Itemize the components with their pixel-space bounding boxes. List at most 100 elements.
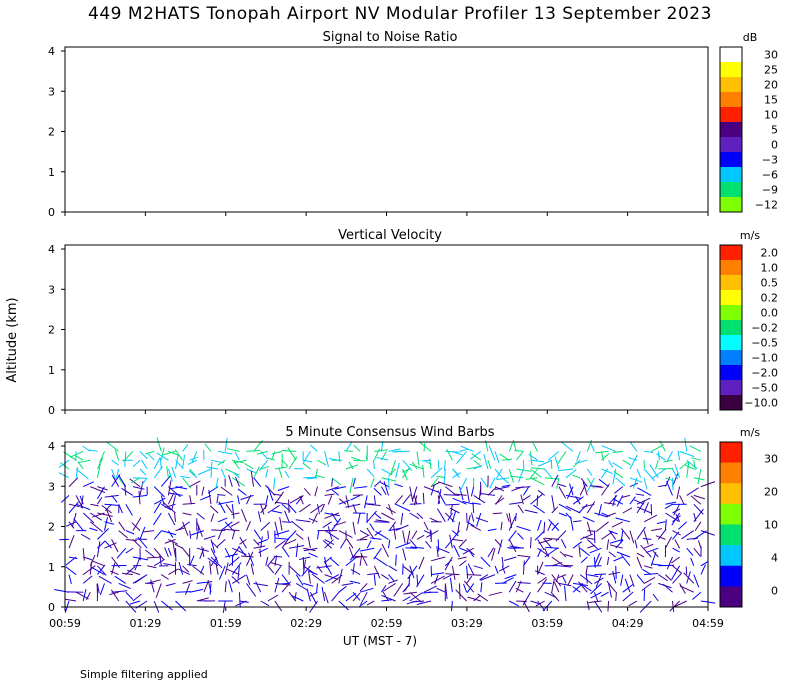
y-tick-label: 4 — [48, 45, 55, 58]
colorbar-swatch — [720, 586, 742, 608]
colorbar-tick-label: 2.0 — [761, 247, 779, 260]
colorbar-swatch — [720, 122, 742, 138]
colorbar-swatch — [720, 92, 742, 108]
panel-title-vertical-velocity: Vertical Velocity — [338, 228, 442, 243]
colorbar-swatch — [720, 524, 742, 546]
colorbar-tick-label: 0.2 — [761, 292, 779, 305]
colorbar-swatch — [720, 503, 742, 525]
x-tick-label: 02:59 — [371, 617, 403, 630]
y-tick-label: 0 — [48, 601, 55, 614]
colorbar-swatch — [720, 152, 742, 168]
y-tick-label: 2 — [48, 521, 55, 534]
colorbar-tick-label: 15 — [764, 94, 778, 107]
x-tick-label: 04:59 — [692, 617, 724, 630]
colorbar-tick-label: 10 — [764, 109, 778, 122]
colorbar-tick-label: 1.0 — [761, 262, 779, 275]
colorbar-tick-label: 30 — [764, 453, 778, 466]
colorbar-tick-label: 20 — [764, 79, 778, 92]
colorbar-tick-label: −10.0 — [744, 397, 778, 410]
colorbar-tick-label: 25 — [764, 64, 778, 77]
colorbar-tick-label: 0.5 — [761, 277, 779, 290]
colorbar-1: 2.0 1.0 0.5 0.2 0.0 −0.2 −0.5 −1.0 −2.0 −5.0 −10.0… — [719, 229, 779, 411]
colorbar-frame — [719, 244, 743, 411]
panel-title-wind-barbs: 5 Minute Consensus Wind Barbs — [285, 425, 495, 440]
main-title: 449 M2HATS Tonopah Airport NV Modular Pr… — [88, 4, 712, 24]
colorbar-tick-label: −9 — [762, 184, 778, 197]
colorbar-tick-label: −1.0 — [751, 352, 778, 365]
colorbar-tick-label: 4 — [771, 552, 778, 565]
colorbar-tick-label: 20 — [764, 486, 778, 499]
colorbar-swatch — [720, 137, 742, 153]
colorbar-swatch — [720, 290, 742, 306]
colorbar-swatch — [720, 483, 742, 505]
x-axis-label: UT (MST - 7) — [342, 634, 418, 648]
colorbar-tick-label: −12 — [755, 199, 778, 212]
x-tick-label: 04:29 — [612, 617, 644, 630]
colorbar-tick-label: −5.0 — [751, 382, 778, 395]
colorbar-unit: m/s — [740, 426, 760, 439]
colorbar-swatch — [720, 305, 742, 321]
colorbar-swatch — [720, 320, 742, 336]
colorbar-swatch — [720, 47, 742, 63]
colorbar-tick-label: 5 — [771, 124, 778, 137]
colorbar-tick-label: 0 — [771, 139, 778, 152]
x-tick-label: 03:59 — [531, 617, 563, 630]
x-tick-label: 03:29 — [451, 617, 483, 630]
colorbar-frame — [719, 46, 743, 213]
colorbar-swatch — [720, 462, 742, 484]
colorbar-swatch — [720, 442, 742, 463]
colorbar-swatch — [720, 62, 742, 78]
colorbar-swatch — [720, 167, 742, 183]
x-tick-label: 02:29 — [290, 617, 322, 630]
wind-barbs — [54, 437, 716, 614]
colorbar-tick-label: −6 — [762, 169, 778, 182]
colorbar-swatch — [720, 380, 742, 396]
plot-frame-0 — [64, 46, 709, 213]
colorbar-swatch — [720, 365, 742, 381]
footnote: Simple filtering applied — [80, 668, 208, 681]
y-tick-label: 4 — [48, 440, 55, 453]
colorbar-swatch — [720, 275, 742, 291]
colorbar-tick-label: 0.0 — [761, 307, 779, 320]
colorbar-swatch — [720, 565, 742, 587]
colorbar-tick-label: −2.0 — [751, 367, 778, 380]
y-tick-label: 0 — [48, 206, 55, 219]
plot-frame-1 — [64, 244, 709, 411]
colorbar-swatch — [720, 77, 742, 93]
colorbar-0: 30 25 20 15 10 5 0 −3 −6 −9 −12 dB — [719, 31, 778, 213]
colorbar-tick-label: −0.2 — [751, 322, 778, 335]
x-tick-label: 00:59 — [49, 617, 81, 630]
y-tick-label: 2 — [48, 324, 55, 337]
colorbar-unit: dB — [743, 31, 758, 44]
colorbar-swatch — [720, 545, 742, 567]
colorbar-swatch — [720, 260, 742, 276]
colorbar-frame — [719, 441, 743, 608]
colorbar-tick-label: 30 — [764, 49, 778, 62]
y-tick-label: 1 — [48, 166, 55, 179]
x-tick-label: 01:59 — [210, 617, 242, 630]
colorbar-swatch — [720, 107, 742, 123]
panel-title-snr: Signal to Noise Ratio — [322, 30, 458, 45]
colorbar-tick-label: −3 — [762, 154, 778, 167]
colorbar-swatch — [720, 197, 742, 213]
x-tick-label: 01:29 — [130, 617, 162, 630]
colorbar-tick-label: 10 — [764, 519, 778, 532]
colorbar-tick-label: 0 — [771, 585, 778, 598]
y-tick-label: 1 — [48, 561, 55, 574]
y-tick-label: 4 — [48, 243, 55, 256]
colorbar-swatch — [720, 182, 742, 198]
y-tick-label: 1 — [48, 364, 55, 377]
colorbar-swatch — [720, 335, 742, 351]
colorbar-swatch — [720, 395, 742, 411]
y-tick-label: 0 — [48, 404, 55, 417]
colorbar-2: 30 20 10 4 0 m/s — [719, 426, 778, 608]
y-tick-label: 3 — [48, 85, 55, 98]
colorbar-unit: m/s — [740, 229, 760, 242]
y-tick-label: 3 — [48, 283, 55, 296]
colorbar-swatch — [720, 350, 742, 366]
colorbar-tick-label: −0.5 — [751, 337, 778, 350]
y-tick-label: 3 — [48, 480, 55, 493]
colorbar-swatch — [720, 245, 742, 261]
y-tick-label: 2 — [48, 126, 55, 139]
